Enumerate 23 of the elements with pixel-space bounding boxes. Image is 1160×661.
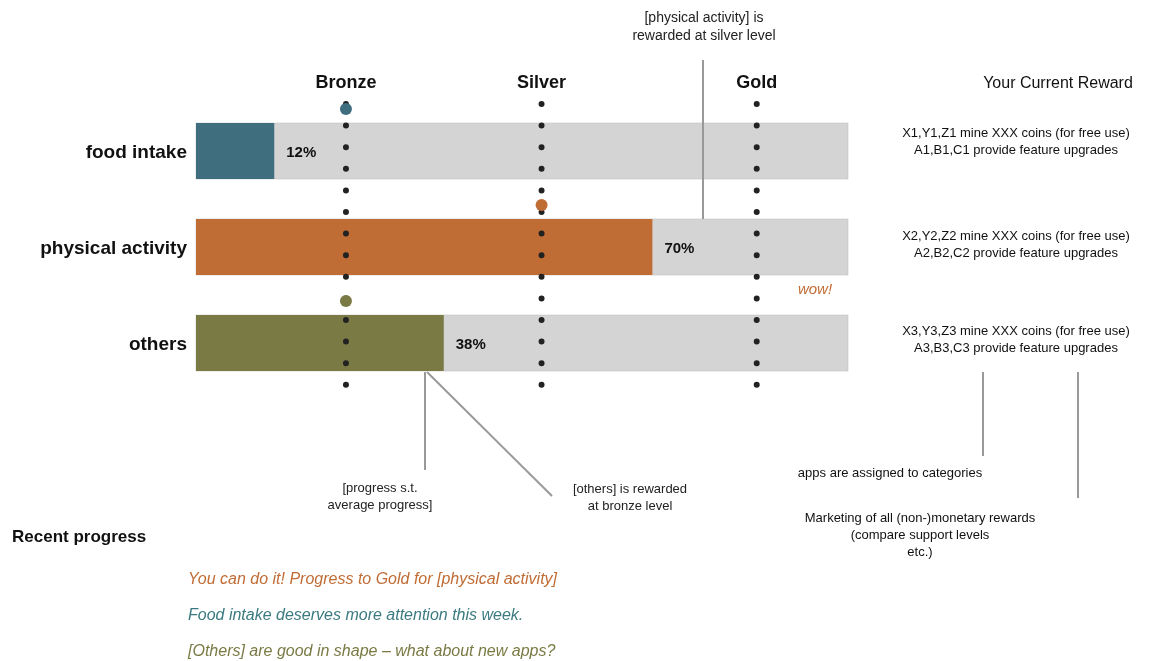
annotation: wow! (797, 280, 833, 297)
text: [others] is rewarded at bronze level (572, 481, 688, 513)
text: X3,Y3,Z3 mine XXX coins (for free use) A3,B3,C3 provide feature upgrades (902, 323, 1130, 355)
y-tick-label: others (128, 333, 187, 354)
ref-line-label: Bronze (315, 72, 377, 92)
ref-line-label: Gold (736, 72, 778, 92)
text: Your Current Reward (983, 74, 1133, 91)
data-label: 38% (455, 335, 486, 352)
text: X1,Y1,Z1 mine XXX coins (for free use) A1,B1,C1 provide feature upgrades (902, 125, 1130, 157)
text: You can do it! Progress to Gold for [physical activity] (188, 570, 558, 587)
text: Marketing of all (non-)monetary rewards (compare support levels etc.) (804, 510, 1036, 559)
text: [Others] are good in shape – what about new apps? (187, 642, 556, 659)
y-tick-label: food intake (85, 141, 187, 162)
y-tick-label: physical activity (40, 237, 188, 258)
ref-line-label: Silver (517, 72, 567, 92)
text: [physical activity] is rewarded at silver level (632, 9, 776, 44)
text: Recent progress (12, 527, 147, 546)
text: [progress s.t. average progress] (327, 480, 433, 512)
text: apps are assigned to categories (797, 465, 983, 480)
text: Food intake deserves more attention this week. (188, 606, 524, 623)
data-label: 70% (664, 239, 695, 256)
text: X2,Y2,Z2 mine XXX coins (for free use) A2,B2,C2 provide feature upgrades (902, 228, 1130, 260)
data-label: 12% (286, 143, 317, 160)
